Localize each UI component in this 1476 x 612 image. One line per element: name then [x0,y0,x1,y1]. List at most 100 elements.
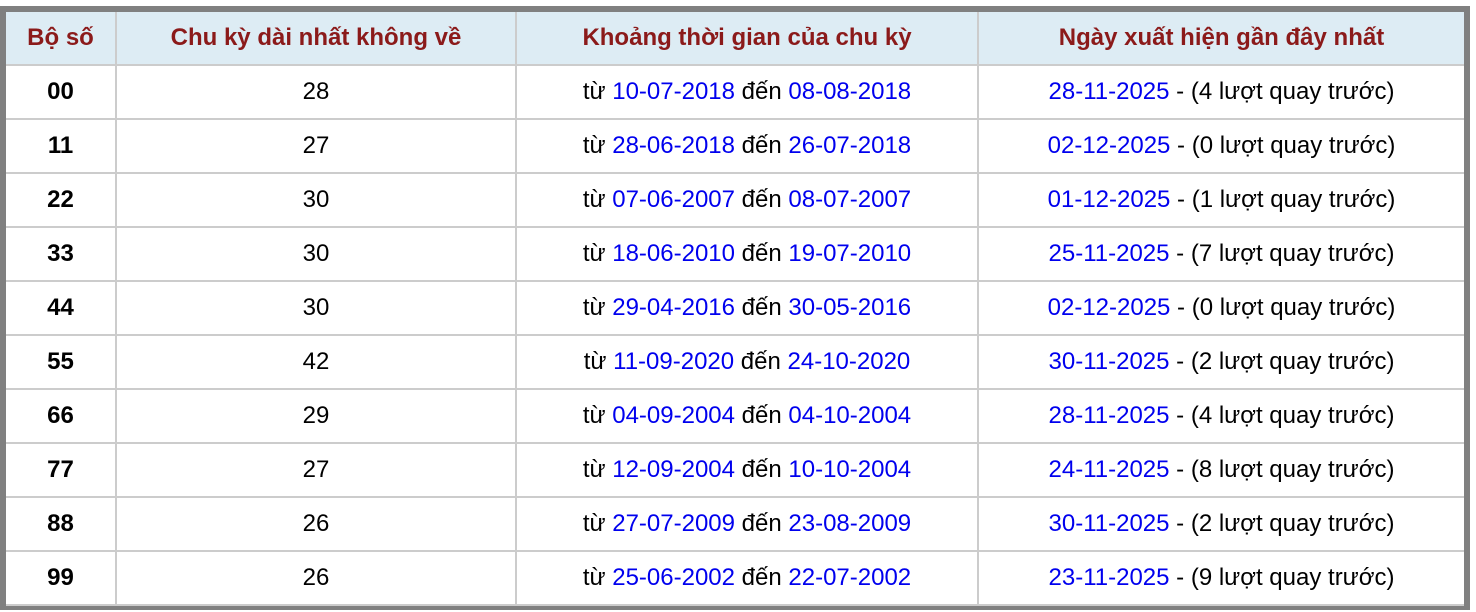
draws-ago: (7 lượt quay trước) [1190,240,1395,267]
end-date-link[interactable]: 30-05-2016 [788,294,912,321]
start-date-link[interactable]: 12-09-2004 [612,456,735,483]
from-label: từ [582,78,606,105]
separator: - [1169,78,1191,105]
number-cell: 44 [6,280,117,336]
end-date-link[interactable]: 26-07-2018 [788,132,912,159]
separator: - [1169,510,1191,537]
header-last-appearance: Ngày xuất hiện gần đây nhất [977,12,1464,66]
end-date-link[interactable]: 10-10-2004 [788,456,912,483]
separator: - [1170,132,1192,159]
start-date-link[interactable]: 18-06-2010 [612,240,735,267]
separator: - [1170,186,1192,213]
table-header-row: Bộ số Chu kỳ dài nhất không về Khoảng th… [6,12,1464,66]
last-date-link[interactable]: 25-11-2025 [1048,240,1170,267]
period-cell: từ 27-07-2009 đến 23-08-2009 [515,496,979,552]
last-date-link[interactable]: 30-11-2025 [1048,510,1170,537]
separator: - [1169,402,1191,429]
start-date-link[interactable]: 04-09-2004 [612,402,735,429]
end-date-link[interactable]: 22-07-2002 [788,564,912,591]
cycle-length-cell: 29 [115,388,517,444]
table-row: 55 42 từ 11-09-2020 đến 24-10-2020 30-11-20… [6,334,1464,390]
last-date-link[interactable]: 02-12-2025 [1047,294,1171,321]
cycle-table-container: Bộ số Chu kỳ dài nhất không về Khoảng th… [0,6,1470,610]
last-appearance-cell: 25-11-2025 - (7 lượt quay trước) [977,226,1464,282]
cycle-length-cell: 30 [115,172,517,228]
last-date-link[interactable]: 30-11-2025 [1048,348,1170,375]
start-date-link[interactable]: 10-07-2018 [612,78,735,105]
number-cell: 11 [6,118,117,174]
to-label: đến [741,240,782,267]
period-cell: từ 12-09-2004 đến 10-10-2004 [515,442,979,498]
last-appearance-cell: 28-11-2025 - (4 lượt quay trước) [977,388,1464,444]
end-date-link[interactable]: 19-07-2010 [788,240,912,267]
last-appearance-cell: 23-11-2025 - (9 lượt quay trước) [977,550,1464,606]
draws-ago: (2 lượt quay trước) [1190,348,1395,375]
cycle-length-cell: 27 [115,118,517,174]
cycle-length-cell: 30 [115,280,517,336]
last-appearance-cell: 24-11-2025 - (8 lượt quay trước) [977,442,1464,498]
draws-ago: (0 lượt quay trước) [1191,132,1396,159]
from-label: từ [582,510,606,537]
separator: - [1169,348,1191,375]
end-date-link[interactable]: 08-07-2007 [788,186,912,213]
to-label: đến [741,186,782,213]
from-label: từ [582,240,606,267]
period-cell: từ 29-04-2016 đến 30-05-2016 [515,280,979,336]
last-date-link[interactable]: 01-12-2025 [1047,186,1171,213]
draws-ago: (1 lượt quay trước) [1191,186,1396,213]
last-date-link[interactable]: 02-12-2025 [1047,132,1171,159]
cycle-length-cell: 42 [115,334,517,390]
to-label: đến [741,564,782,591]
table-row: 88 26 từ 27-07-2009 đến 23-08-2009 30-11-20… [6,496,1464,552]
draws-ago: (0 lượt quay trước) [1191,294,1396,321]
number-cell: 88 [6,496,117,552]
header-longest-cycle: Chu kỳ dài nhất không về [115,12,517,66]
start-date-link[interactable]: 27-07-2009 [612,510,735,537]
start-date-link[interactable]: 29-04-2016 [612,294,735,321]
start-date-link[interactable]: 25-06-2002 [612,564,735,591]
draws-ago: (2 lượt quay trước) [1190,510,1395,537]
end-date-link[interactable]: 24-10-2020 [787,348,911,375]
number-cell: 55 [6,334,117,390]
end-date-link[interactable]: 04-10-2004 [788,402,912,429]
number-cell: 33 [6,226,117,282]
table-row: 44 30 từ 29-04-2016 đến 30-05-2016 02-12-20… [6,280,1464,336]
last-appearance-cell: 28-11-2025 - (4 lượt quay trước) [977,64,1464,120]
from-label: từ [582,402,606,429]
number-cell: 66 [6,388,117,444]
cycle-length-cell: 28 [115,64,517,120]
from-label: từ [582,186,606,213]
table-row: 22 30 từ 07-06-2007 đến 08-07-2007 01-12-20… [6,172,1464,228]
start-date-link[interactable]: 11-09-2020 [613,348,735,375]
last-appearance-cell: 30-11-2025 - (2 lượt quay trước) [977,334,1464,390]
draws-ago: (4 lượt quay trước) [1190,402,1395,429]
header-number: Bộ số [6,12,117,66]
from-label: từ [582,456,606,483]
draws-ago: (4 lượt quay trước) [1190,78,1395,105]
separator: - [1169,564,1191,591]
last-date-link[interactable]: 24-11-2025 [1048,456,1170,483]
number-cell: 99 [6,550,117,606]
to-label: đến [741,456,782,483]
last-date-link[interactable]: 28-11-2025 [1048,402,1170,429]
period-cell: từ 07-06-2007 đến 08-07-2007 [515,172,979,228]
end-date-link[interactable]: 08-08-2018 [788,78,912,105]
number-cell: 77 [6,442,117,498]
to-label: đến [741,294,782,321]
period-cell: từ 10-07-2018 đến 08-08-2018 [515,64,979,120]
cycle-length-cell: 27 [115,442,517,498]
last-date-link[interactable]: 28-11-2025 [1048,78,1170,105]
table-row: 00 28 từ 10-07-2018 đến 08-08-2018 28-11-20… [6,64,1464,120]
separator: - [1169,456,1191,483]
cycle-length-cell: 30 [115,226,517,282]
last-date-link[interactable]: 23-11-2025 [1048,564,1170,591]
end-date-link[interactable]: 23-08-2009 [788,510,912,537]
to-label: đến [741,78,782,105]
cycle-table: Bộ số Chu kỳ dài nhất không về Khoảng th… [6,12,1464,606]
start-date-link[interactable]: 07-06-2007 [612,186,735,213]
start-date-link[interactable]: 28-06-2018 [612,132,735,159]
period-cell: từ 25-06-2002 đến 22-07-2002 [515,550,979,606]
table-row: 99 26 từ 25-06-2002 đến 22-07-2002 23-11-20… [6,550,1464,606]
period-cell: từ 04-09-2004 đến 04-10-2004 [515,388,979,444]
to-label: đến [741,402,782,429]
